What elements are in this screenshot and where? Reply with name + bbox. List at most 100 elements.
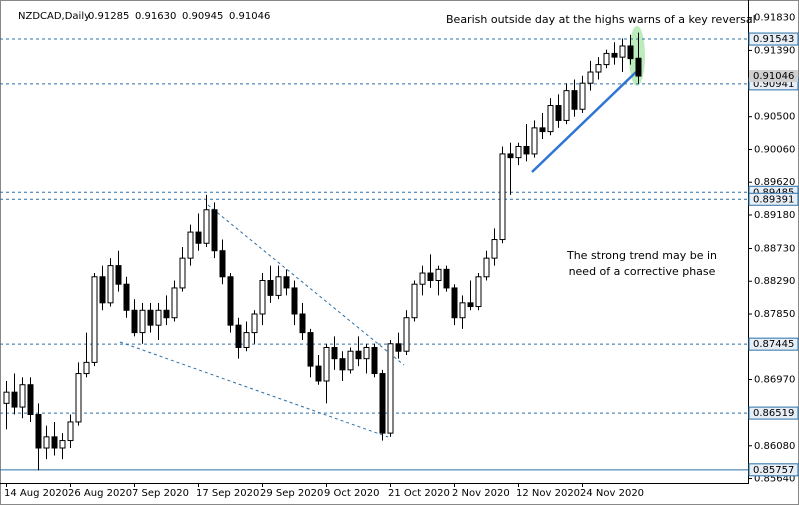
candle-body (291, 287, 298, 315)
candle-body (171, 287, 178, 319)
candle-body (379, 373, 386, 434)
x-tick-label: 14 Aug 2020 (4, 488, 68, 499)
candle-body (547, 105, 554, 133)
annotation: Bearish outside day at the highs warns o… (446, 13, 756, 26)
y-tick-label: 0.90500 (754, 112, 795, 123)
candle-body (339, 358, 346, 371)
last-price-label: 0.91046 (753, 71, 794, 82)
candle-body (179, 257, 186, 289)
candle-body (539, 127, 546, 133)
x-tick-label: 12 Nov 2020 (516, 488, 580, 499)
candle-body (131, 309, 138, 334)
candle-body (139, 309, 146, 334)
x-tick-label: 29 Sep 2020 (260, 488, 323, 499)
candle-body (75, 373, 82, 423)
candle-body (635, 57, 642, 77)
candle-body (427, 272, 434, 281)
candle-body (259, 279, 266, 315)
level-label-box (748, 192, 799, 206)
candle-body (83, 361, 90, 375)
candle-body (523, 145, 530, 155)
candle-body (435, 268, 442, 281)
candle-body (419, 272, 426, 285)
y-tick-label: 0.86970 (754, 375, 795, 386)
candle-body (251, 313, 258, 334)
candle-body (267, 279, 274, 296)
candle-body (411, 283, 418, 319)
candle-body (619, 45, 626, 58)
candle-body (43, 436, 50, 449)
candle-body (595, 64, 602, 73)
candle-body (475, 276, 482, 308)
candle-body (203, 209, 210, 244)
candle-body (27, 384, 34, 416)
y-tick-label: 0.89180 (754, 210, 795, 221)
candle-body (355, 350, 362, 360)
x-tick-label: 9 Oct 2020 (324, 488, 379, 499)
header-value: 0.90945 (182, 11, 223, 22)
y-tick-label: 0.86080 (754, 441, 795, 452)
candle-body (603, 52, 610, 66)
candle-body (587, 71, 594, 84)
trendline (531, 71, 637, 173)
candle-body (123, 283, 130, 311)
y-tick-label: 0.90060 (754, 144, 795, 155)
candle-body (91, 276, 98, 363)
annotation: need of a corrective phase (569, 265, 716, 278)
channel-line (119, 341, 389, 438)
candle-body (187, 231, 194, 259)
candle-body (451, 287, 458, 319)
candle-body (195, 231, 202, 244)
x-tick-label: 24 Nov 2020 (580, 488, 644, 499)
candle-body (571, 90, 578, 110)
candle-body (19, 384, 26, 408)
candle-body (563, 90, 570, 121)
y-tick-label: 0.91830 (754, 13, 795, 24)
level-label: 0.87445 (753, 339, 794, 350)
candle-body (107, 265, 114, 304)
symbol: NZDCAD,Daily (18, 11, 90, 22)
candle-body (35, 414, 42, 449)
candle-body (387, 343, 394, 434)
candle-body (363, 346, 370, 360)
candle-body (243, 332, 250, 348)
candle-body (627, 45, 634, 60)
candle-body (459, 302, 466, 319)
candle-body (211, 209, 218, 252)
candle-body (219, 250, 226, 278)
level-label-box (748, 463, 799, 477)
level-label-box (748, 337, 799, 351)
y-tick-label: 0.91390 (754, 45, 795, 56)
candle-body (99, 276, 106, 304)
y-tick-label: 0.85640 (754, 474, 795, 485)
level-label: 0.86519 (753, 408, 794, 419)
annotation: The strong trend may be in (566, 249, 717, 262)
candle-body (283, 276, 290, 289)
last-price-box (749, 70, 798, 83)
level-label: 0.89391 (753, 194, 794, 205)
channel-line (207, 204, 405, 366)
header-value: 0.91630 (135, 11, 176, 22)
y-tick-label: 0.87850 (754, 309, 795, 320)
candle-body (275, 276, 282, 296)
candle-body (67, 421, 74, 442)
candle-body (299, 313, 306, 334)
candle-body (155, 309, 162, 326)
candle-body (51, 436, 58, 449)
candle-body (515, 145, 522, 159)
candle-body (371, 346, 378, 375)
candle-body (507, 153, 514, 159)
candle-body (3, 391, 10, 404)
candle-body (395, 343, 402, 352)
candle-body (315, 365, 322, 382)
header-value: 0.91046 (229, 11, 270, 22)
candle-body (499, 153, 506, 241)
candle-body (531, 127, 538, 155)
candle-body (11, 391, 18, 408)
candle-body (59, 440, 66, 449)
y-tick-label: 0.89620 (754, 177, 795, 188)
x-tick-label: 2 Nov 2020 (452, 488, 510, 499)
candle-body (579, 82, 586, 110)
